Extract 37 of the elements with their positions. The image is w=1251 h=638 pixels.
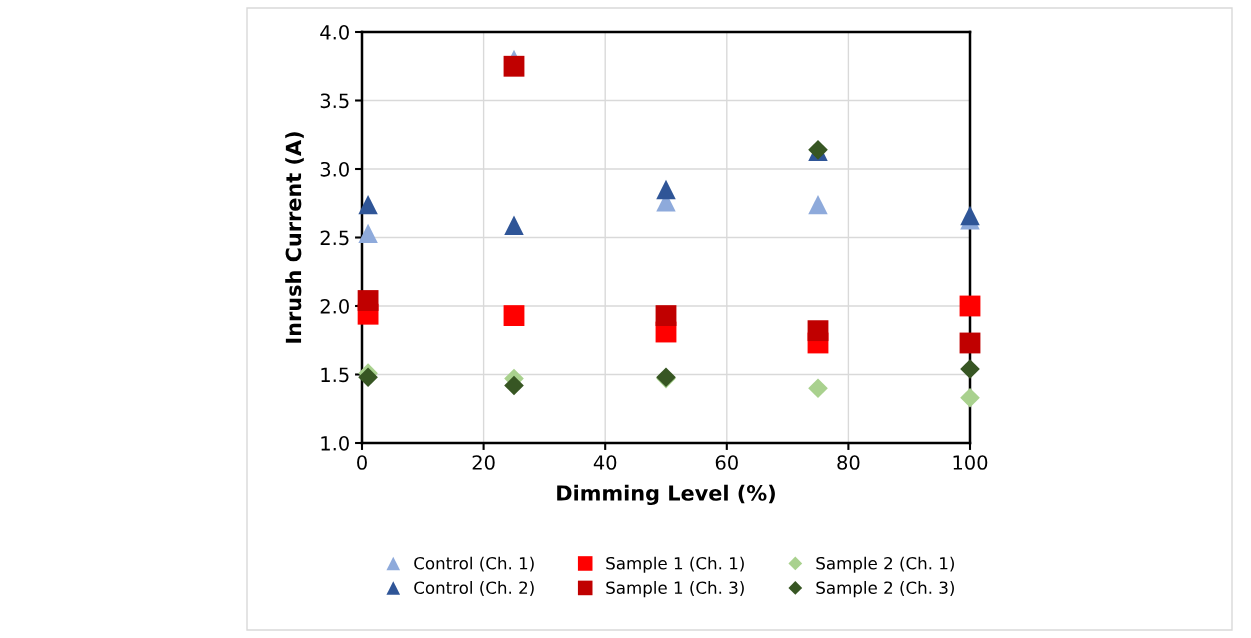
point bbox=[655, 305, 677, 327]
point bbox=[808, 378, 828, 399]
x-tick-label: 60 bbox=[715, 455, 738, 470]
x-tick-label: 40 bbox=[593, 455, 617, 470]
y-tick-label: 2.0 bbox=[320, 298, 349, 314]
legend-label: Control (Ch. 2) bbox=[414, 581, 534, 596]
x-tick-label: 20 bbox=[472, 455, 495, 470]
point bbox=[959, 295, 981, 317]
y-axis-title: Inrush Current (A) bbox=[285, 132, 304, 343]
point bbox=[358, 223, 378, 244]
y-tick-label: 1.5 bbox=[321, 367, 349, 383]
legend-label: Sample 1 (Ch. 3) bbox=[606, 581, 744, 598]
point bbox=[960, 387, 980, 408]
point bbox=[357, 290, 379, 311]
point bbox=[504, 215, 524, 235]
legend-label: Sample 2 (Ch. 1) bbox=[816, 556, 954, 573]
x-tick-label: 80 bbox=[837, 455, 860, 470]
point bbox=[503, 305, 525, 327]
y-tick-label: 4.0 bbox=[320, 24, 349, 40]
point bbox=[656, 179, 676, 200]
point bbox=[358, 194, 378, 215]
legend-label: Sample 2 (Ch. 3) bbox=[816, 581, 954, 598]
y-tick-label: 3.5 bbox=[320, 93, 349, 109]
x-tick-label: 0 bbox=[357, 455, 367, 470]
x-tick-label: 100 bbox=[953, 455, 988, 470]
point bbox=[959, 332, 981, 354]
legend-label: Control (Ch. 1) bbox=[414, 556, 534, 572]
y-tick-label: 3.0 bbox=[320, 161, 349, 177]
point bbox=[504, 375, 524, 396]
legend-label: Sample 1 (Ch. 1) bbox=[606, 556, 744, 573]
point bbox=[808, 194, 828, 215]
point bbox=[807, 320, 829, 342]
y-tick-label: 1.0 bbox=[321, 435, 349, 451]
point bbox=[358, 367, 378, 388]
y-tick-label: 2.5 bbox=[320, 230, 349, 246]
x-axis-title: Dimming Level (%) bbox=[557, 484, 775, 506]
point bbox=[960, 359, 980, 379]
